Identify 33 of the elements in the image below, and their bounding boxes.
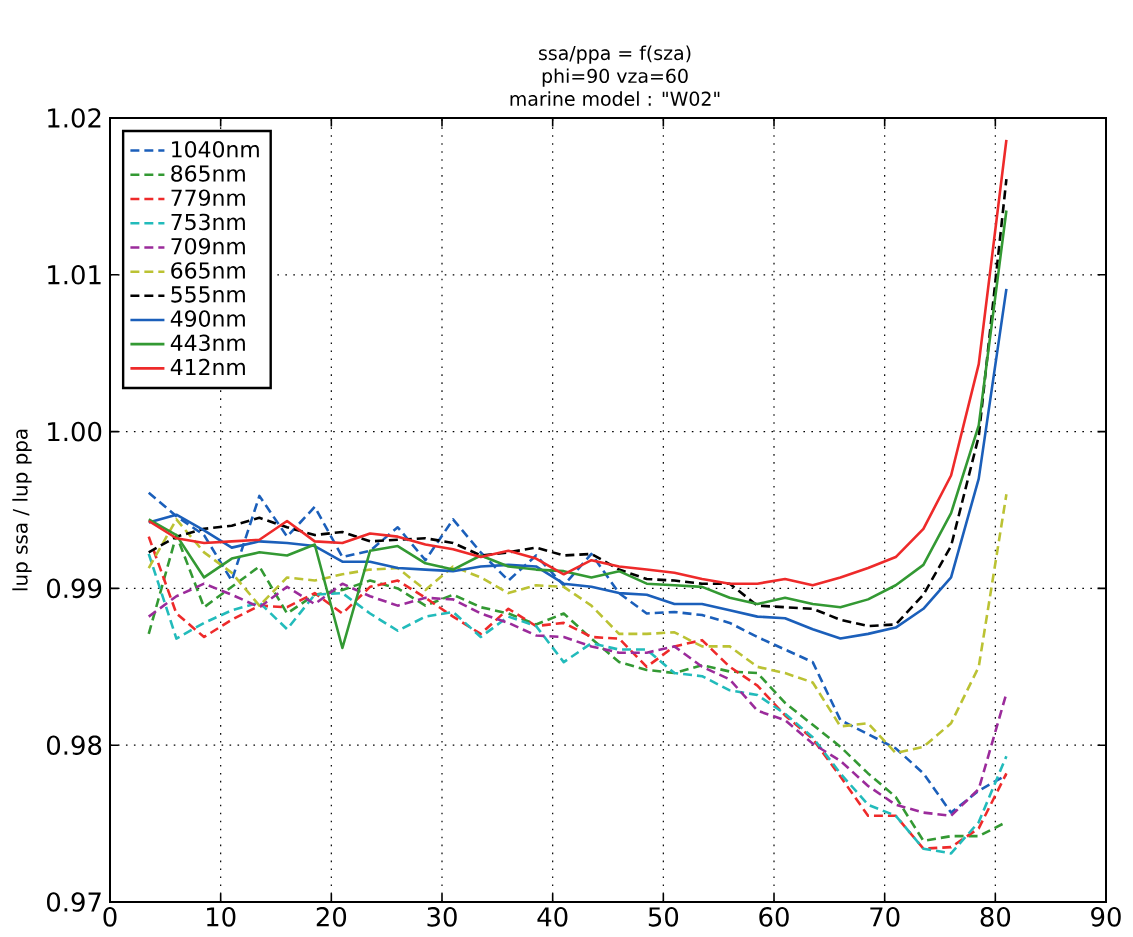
y-tick-label: 0.98 bbox=[47, 735, 102, 756]
y-axis-title: lup ssa / lup ppa bbox=[12, 429, 32, 591]
chart-title: ssa/ppa = f(sza) bbox=[539, 45, 691, 64]
x-tick-label: 90 bbox=[1091, 907, 1121, 927]
y-tick-label: 0.97 bbox=[47, 892, 101, 912]
legend-label: 1040nm bbox=[172, 140, 259, 158]
legend-label: 709nm bbox=[171, 237, 245, 255]
x-tick-label: 0 bbox=[103, 907, 117, 927]
legend-label: 555nm bbox=[171, 286, 245, 303]
y-tick-label: 1.02 bbox=[48, 108, 101, 128]
y-tick-label: 0.99 bbox=[47, 578, 102, 599]
x-tick-label: 80 bbox=[980, 907, 1011, 927]
line-series bbox=[147, 582, 1008, 818]
legend-label: 753nm bbox=[171, 213, 245, 231]
x-tick-label: 30 bbox=[427, 907, 457, 927]
chart-subtitle: phi=90 vza=60 bbox=[542, 68, 688, 87]
legend-label: 779nm bbox=[171, 189, 245, 206]
y-tick-label: 1.00 bbox=[48, 421, 102, 442]
y-tick-label: 1.01 bbox=[48, 265, 101, 285]
x-tick-label: 40 bbox=[537, 907, 568, 927]
line-series bbox=[147, 493, 1008, 755]
text: marine model : "W02" bbox=[510, 91, 720, 106]
x-tick-label: 50 bbox=[648, 907, 679, 927]
legend-label: 665nm bbox=[171, 262, 245, 279]
x-tick-label: 20 bbox=[316, 907, 347, 927]
legend-label: 443nm bbox=[170, 334, 245, 352]
legend-label: 412nm bbox=[170, 358, 245, 376]
legend-label: 865nm bbox=[171, 165, 245, 182]
x-tick-label: 60 bbox=[759, 907, 789, 927]
x-tick-label: 10 bbox=[207, 907, 236, 927]
x-tick-label: 70 bbox=[870, 907, 900, 927]
line-series bbox=[147, 138, 1008, 587]
legend-label: 490nm bbox=[170, 310, 245, 327]
